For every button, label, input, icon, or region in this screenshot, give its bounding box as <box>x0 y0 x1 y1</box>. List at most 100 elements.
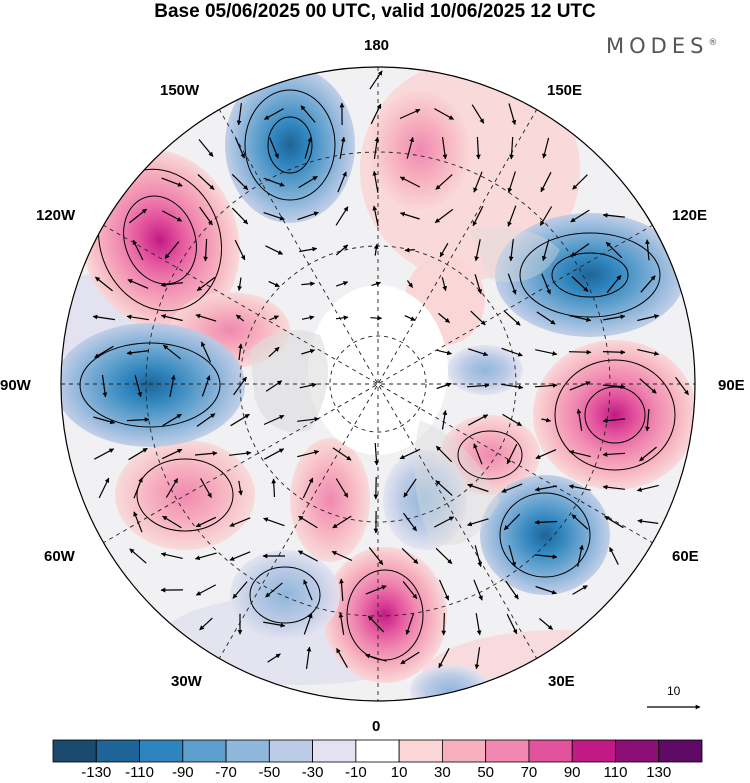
wind-vector <box>335 244 349 256</box>
colorbar-swatch <box>225 739 270 763</box>
wind-vector <box>540 171 552 193</box>
wind-vector <box>231 207 249 225</box>
colorbar-swatch <box>268 739 314 763</box>
wind-vector <box>474 239 481 262</box>
wind-vector <box>534 383 558 388</box>
wind-vector <box>101 375 108 398</box>
wind-vector <box>470 310 486 326</box>
wind-vector <box>639 378 657 394</box>
wind-vector <box>401 547 419 565</box>
wind-vector <box>471 104 485 124</box>
wind-vector <box>602 484 625 490</box>
wind-vector <box>93 416 116 425</box>
colorbar-swatch <box>95 739 140 763</box>
wind-vector <box>338 612 345 635</box>
wind-vector <box>405 613 415 635</box>
wind-vector <box>234 239 246 261</box>
wind-vector <box>301 315 315 320</box>
wind-vector <box>371 281 381 287</box>
wind-vector <box>297 211 319 221</box>
wind-vector <box>339 136 346 159</box>
wind-vector <box>399 211 420 220</box>
wind-vector <box>299 246 318 253</box>
colorbar-swatch <box>52 739 97 763</box>
wind-vector <box>133 511 143 533</box>
wind-vector <box>640 275 656 293</box>
wind-vector <box>335 206 349 226</box>
lon-label-90e: 90E <box>718 377 745 394</box>
wind-vector <box>163 344 181 360</box>
wind-vector <box>639 446 657 462</box>
wind-vector <box>300 105 316 123</box>
wind-vector <box>436 382 452 390</box>
wind-vector <box>303 613 313 635</box>
colorbar-swatch <box>182 739 227 763</box>
wind-vector <box>199 206 213 226</box>
wind-vector <box>200 478 212 499</box>
wind-vector <box>645 239 650 261</box>
wind-vector <box>265 380 283 392</box>
wind-vector <box>468 348 489 357</box>
wind-vector <box>473 171 483 193</box>
wind-vector <box>335 315 349 321</box>
wind-vector <box>570 209 590 223</box>
colorbar <box>52 739 703 763</box>
wind-vector <box>297 450 320 458</box>
wind-vector <box>434 516 455 528</box>
wind-vector <box>406 136 415 159</box>
wind-vector <box>365 585 387 595</box>
colorbar-tick-label: -130 <box>81 764 112 781</box>
wind-vector <box>404 247 416 253</box>
wind-vector <box>374 442 379 466</box>
wind-vector <box>534 519 558 525</box>
wind-vector <box>637 518 659 524</box>
wind-vector <box>438 312 450 324</box>
wind-vector <box>602 212 625 218</box>
wind-vector <box>535 585 557 595</box>
wind-vector <box>263 212 285 221</box>
wind-vector <box>539 206 553 226</box>
wind-vector <box>399 108 421 120</box>
wind-vector <box>335 281 349 287</box>
wind-vector <box>602 349 626 355</box>
wind-vector <box>235 314 245 322</box>
wind-vector <box>441 612 447 636</box>
wind-vector <box>165 478 179 498</box>
wind-vector <box>502 413 522 427</box>
wind-vector <box>195 584 216 596</box>
wind-vector <box>197 174 215 190</box>
wind-vector <box>473 579 483 601</box>
wind-vector <box>509 136 514 160</box>
wind-vector <box>506 613 518 635</box>
wind-vector <box>503 310 521 326</box>
wind-vector <box>298 515 318 529</box>
wind-vector <box>505 580 519 600</box>
wind-vector <box>475 613 482 636</box>
wind-vector <box>604 515 624 529</box>
wind-vector <box>339 578 344 602</box>
wind-vector <box>406 280 414 288</box>
wind-vector <box>572 585 588 595</box>
wind-vector <box>263 414 285 426</box>
wind-vector <box>438 579 450 601</box>
wind-vector <box>331 550 353 562</box>
wind-vector <box>501 347 523 357</box>
wind-vector <box>128 447 148 461</box>
wind-vector <box>637 349 660 356</box>
wind-vectors <box>92 70 689 670</box>
wind-vector <box>263 621 286 628</box>
wind-vector <box>441 410 448 430</box>
lon-label-90w: 90W <box>0 377 31 394</box>
wind-vector <box>434 108 455 120</box>
wind-vector <box>203 238 209 262</box>
colorbar-swatch <box>485 739 530 763</box>
wind-vector <box>571 514 589 530</box>
wind-vector <box>507 273 517 295</box>
wind-vector <box>94 448 115 460</box>
wind-vector <box>95 276 113 292</box>
wind-vector <box>541 239 550 262</box>
wind-vector <box>264 448 285 460</box>
wind-vector <box>568 349 592 355</box>
wind-vector <box>332 515 352 529</box>
